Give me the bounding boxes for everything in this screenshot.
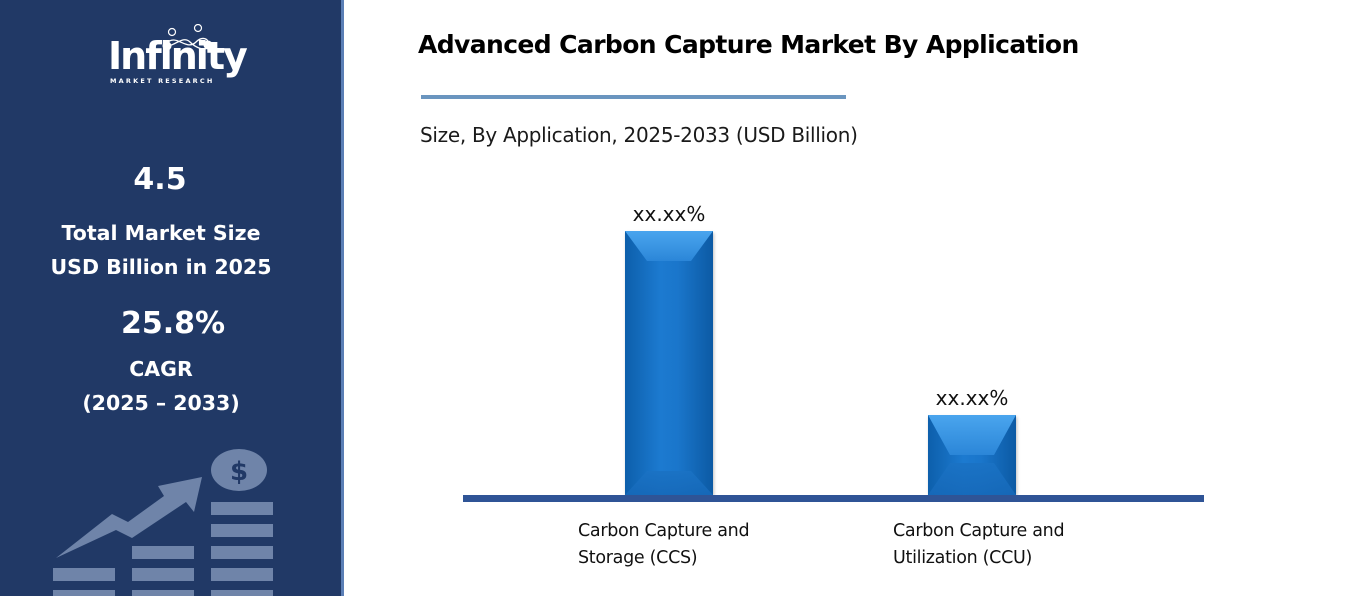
category-label-ccs-line2: Storage (CCS) (578, 548, 698, 568)
category-label-ccs-line1: Carbon Capture and (578, 521, 750, 541)
title-underline (421, 95, 846, 99)
cagr-value: 25.8% (120, 306, 226, 341)
market-size-label-line2: USD Billion in 2025 (50, 255, 272, 279)
market-size-value: 4.5 (133, 162, 187, 197)
cagr-label: CAGR (129, 357, 193, 381)
chart-subtitle: Size, By Application, 2025-2033 (USD Bil… (420, 123, 858, 147)
bar-value-label-ccs: xx.xx% (632, 202, 706, 226)
brand-tagline: MARKET RESEARCH (110, 77, 215, 85)
category-label-ccu: Carbon Capture and Utilization (CCU) (893, 518, 1065, 572)
bar-ccu (928, 415, 1016, 495)
market-size-label: Total Market Size USD Billion in 2025 (0, 216, 322, 284)
category-label-ccs: Carbon Capture and Storage (CCS) (578, 518, 750, 572)
bar-ccs (625, 231, 713, 495)
brand-name: Infinity (108, 34, 248, 78)
sidebar-panel: Infinity MARKET RESEARCH 4.5 Total Marke… (0, 0, 344, 596)
chart-title: Advanced Carbon Capture Market By Applic… (418, 30, 1079, 59)
brand-logo: Infinity MARKET RESEARCH (100, 24, 250, 90)
cagr-label-block: CAGR (2025 – 2033) (0, 352, 322, 420)
category-label-ccu-line2: Utilization (CCU) (893, 548, 1033, 568)
bar-value-label-ccu: xx.xx% (935, 386, 1009, 410)
market-size-label-line1: Total Market Size (61, 221, 261, 245)
svg-text:$: $ (230, 457, 248, 487)
x-axis-line (463, 495, 1204, 502)
growth-chart-dollar-icon: $ (53, 449, 273, 596)
infinity-loops-icon (162, 24, 213, 51)
category-label-ccu-line1: Carbon Capture and (893, 521, 1065, 541)
cagr-period: (2025 – 2033) (82, 391, 240, 415)
